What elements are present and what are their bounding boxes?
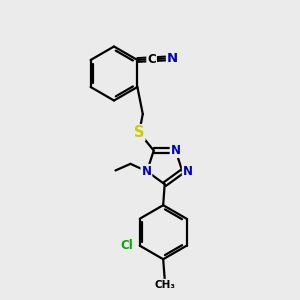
Text: C: C [147, 53, 156, 66]
Text: Cl: Cl [121, 238, 134, 252]
Text: N: N [167, 52, 178, 65]
Text: N: N [183, 165, 193, 178]
Text: N: N [141, 165, 152, 178]
Text: N: N [171, 144, 181, 157]
Text: S: S [134, 125, 144, 140]
Text: CH₃: CH₃ [154, 280, 175, 290]
